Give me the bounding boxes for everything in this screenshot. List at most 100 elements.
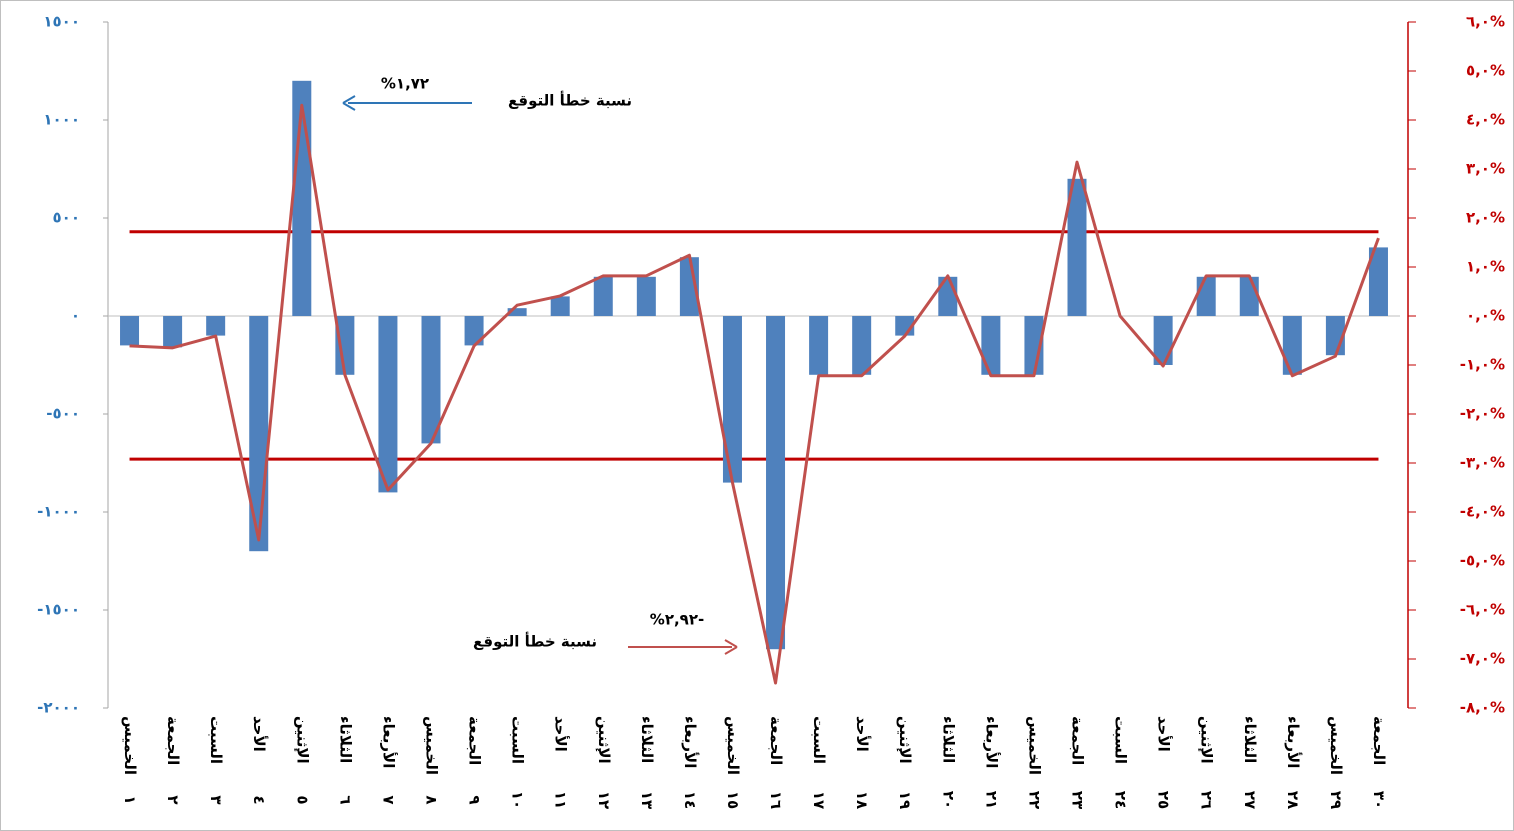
annotation-text: نسبة خطأ التوقع <box>508 91 632 110</box>
x-tick-label: الخميس <box>423 716 441 775</box>
x-tick-number: ٤ <box>250 795 268 804</box>
x-tick-number: ١٤ <box>681 791 699 809</box>
x-tick-label: الجمعة <box>767 716 785 765</box>
x-tick-number: ١١ <box>552 791 570 809</box>
y2-tick-label: -٤,٠% <box>1460 503 1505 521</box>
bar <box>464 316 484 346</box>
x-tick-number: ٥ <box>293 795 311 804</box>
x-tick-label: الجمعة <box>164 716 182 765</box>
y2-tick-label: -٥,٠% <box>1460 552 1505 570</box>
arrow-head <box>724 639 738 655</box>
y-tick-label: -٥٠٠ <box>46 405 80 423</box>
y2-tick-label: ٢,٠% <box>1466 209 1505 227</box>
y-tick-label: ٥٠٠ <box>53 209 80 227</box>
x-tick-number: ٨ <box>423 795 441 804</box>
annotation-text: نسبة خطأ التوقع <box>473 632 597 651</box>
x-tick-number: ١٣ <box>638 791 656 809</box>
x-tick-number: ٢١ <box>982 791 1000 809</box>
y-tick-label: ١٠٠٠ <box>43 111 80 129</box>
x-tick-number: ١٧ <box>810 791 828 809</box>
arrow-head <box>342 95 356 111</box>
x-tick-label: الأحد <box>1155 716 1173 752</box>
y2-tick-label: ٤,٠% <box>1466 111 1505 129</box>
bar <box>593 276 613 316</box>
bar <box>1067 178 1087 316</box>
y2-tick-label: ٥,٠% <box>1466 62 1505 80</box>
bar <box>378 316 398 493</box>
bar <box>766 316 786 650</box>
y2-tick-label: -٧,٠% <box>1460 650 1505 668</box>
bar <box>421 316 441 444</box>
bar <box>335 316 355 375</box>
bar <box>1368 247 1388 316</box>
x-tick-label: السبت <box>810 716 828 764</box>
x-tick-label: الجمعة <box>1370 716 1388 765</box>
y2-tick-label: ٠,٠% <box>1466 307 1505 325</box>
x-tick-number: ٢٦ <box>1198 791 1216 809</box>
x-tick-number: ٢٧ <box>1241 791 1259 809</box>
x-tick-label: الإثنين <box>293 716 311 764</box>
x-tick-label: السبت <box>509 716 527 764</box>
x-tick-label: الإثنين <box>1198 716 1216 764</box>
x-tick-number: ١٩ <box>896 791 914 809</box>
bar <box>809 316 829 375</box>
x-tick-number: ٢٩ <box>1327 791 1345 809</box>
bar <box>1239 276 1259 316</box>
x-tick-number: ٩ <box>466 795 484 804</box>
x-tick-number: ٢٠ <box>939 791 957 809</box>
x-tick-number: ١٨ <box>853 791 871 809</box>
y2-tick-label: -٢,٠% <box>1460 405 1505 423</box>
x-tick-label: الإثنين <box>896 716 914 764</box>
x-tick-label: الثلاثاء <box>638 716 656 763</box>
y2-tick-label: -٦,٠% <box>1460 601 1505 619</box>
x-tick-number: ١ <box>121 795 139 804</box>
x-tick-label: الأحد <box>250 716 268 752</box>
bar <box>163 316 183 348</box>
bar <box>722 316 742 483</box>
y-tick-label: -١٠٠٠ <box>37 503 80 521</box>
y-tick-label: ١٥٠٠ <box>43 13 80 31</box>
line <box>129 103 1380 685</box>
x-tick-number: ٢٣ <box>1069 791 1087 809</box>
x-tick-number: ٣٠ <box>1370 791 1388 809</box>
x-tick-label: الأربعاء <box>379 716 397 768</box>
x-tick-number: ١٥ <box>724 791 742 809</box>
bar <box>507 308 527 316</box>
y2-tick-label: -١,٠% <box>1460 356 1505 374</box>
x-tick-label: الأحد <box>552 716 570 752</box>
x-tick-number: ١٠ <box>509 791 527 809</box>
x-tick-label: الأحد <box>853 716 871 752</box>
bar <box>636 276 656 316</box>
x-tick-label: الخميس <box>724 716 742 775</box>
x-tick-label: الخميس <box>121 716 139 775</box>
bar <box>120 316 140 346</box>
bar <box>1282 316 1302 375</box>
x-tick-label: الأربعاء <box>982 716 1000 768</box>
x-tick-label: الخميس <box>1327 716 1345 775</box>
x-tick-number: ٢٨ <box>1284 791 1302 809</box>
x-tick-label: الإثنين <box>595 716 613 764</box>
x-tick-number: ١٢ <box>595 791 613 809</box>
bar <box>1196 276 1216 316</box>
x-tick-label: الثلاثاء <box>939 716 957 763</box>
x-tick-number: ٢٤ <box>1112 791 1130 809</box>
bar <box>206 316 226 336</box>
y2-tick-label: -٣,٠% <box>1460 454 1505 472</box>
x-tick-number: ٦ <box>336 795 354 804</box>
y2-tick-label: -٨,٠% <box>1460 699 1505 717</box>
x-tick-number: ٢ <box>164 795 182 804</box>
x-tick-number: ٢٢ <box>1025 791 1043 809</box>
x-tick-label: الأربعاء <box>681 716 699 768</box>
bar <box>249 316 269 552</box>
x-tick-label: الثلاثاء <box>1241 716 1259 763</box>
x-tick-number: ٧ <box>379 795 397 804</box>
y2-tick-label: ٣,٠% <box>1466 160 1505 178</box>
bar <box>981 316 1001 375</box>
x-tick-label: الأربعاء <box>1284 716 1302 768</box>
x-tick-number: ١٦ <box>767 791 785 809</box>
y-tick-label: -٢٠٠٠ <box>37 699 80 717</box>
x-tick-label: الجمعة <box>1069 716 1087 765</box>
y-tick-label: -١٥٠٠ <box>37 601 80 619</box>
annotation-value: ١,٧٢% <box>381 75 429 93</box>
